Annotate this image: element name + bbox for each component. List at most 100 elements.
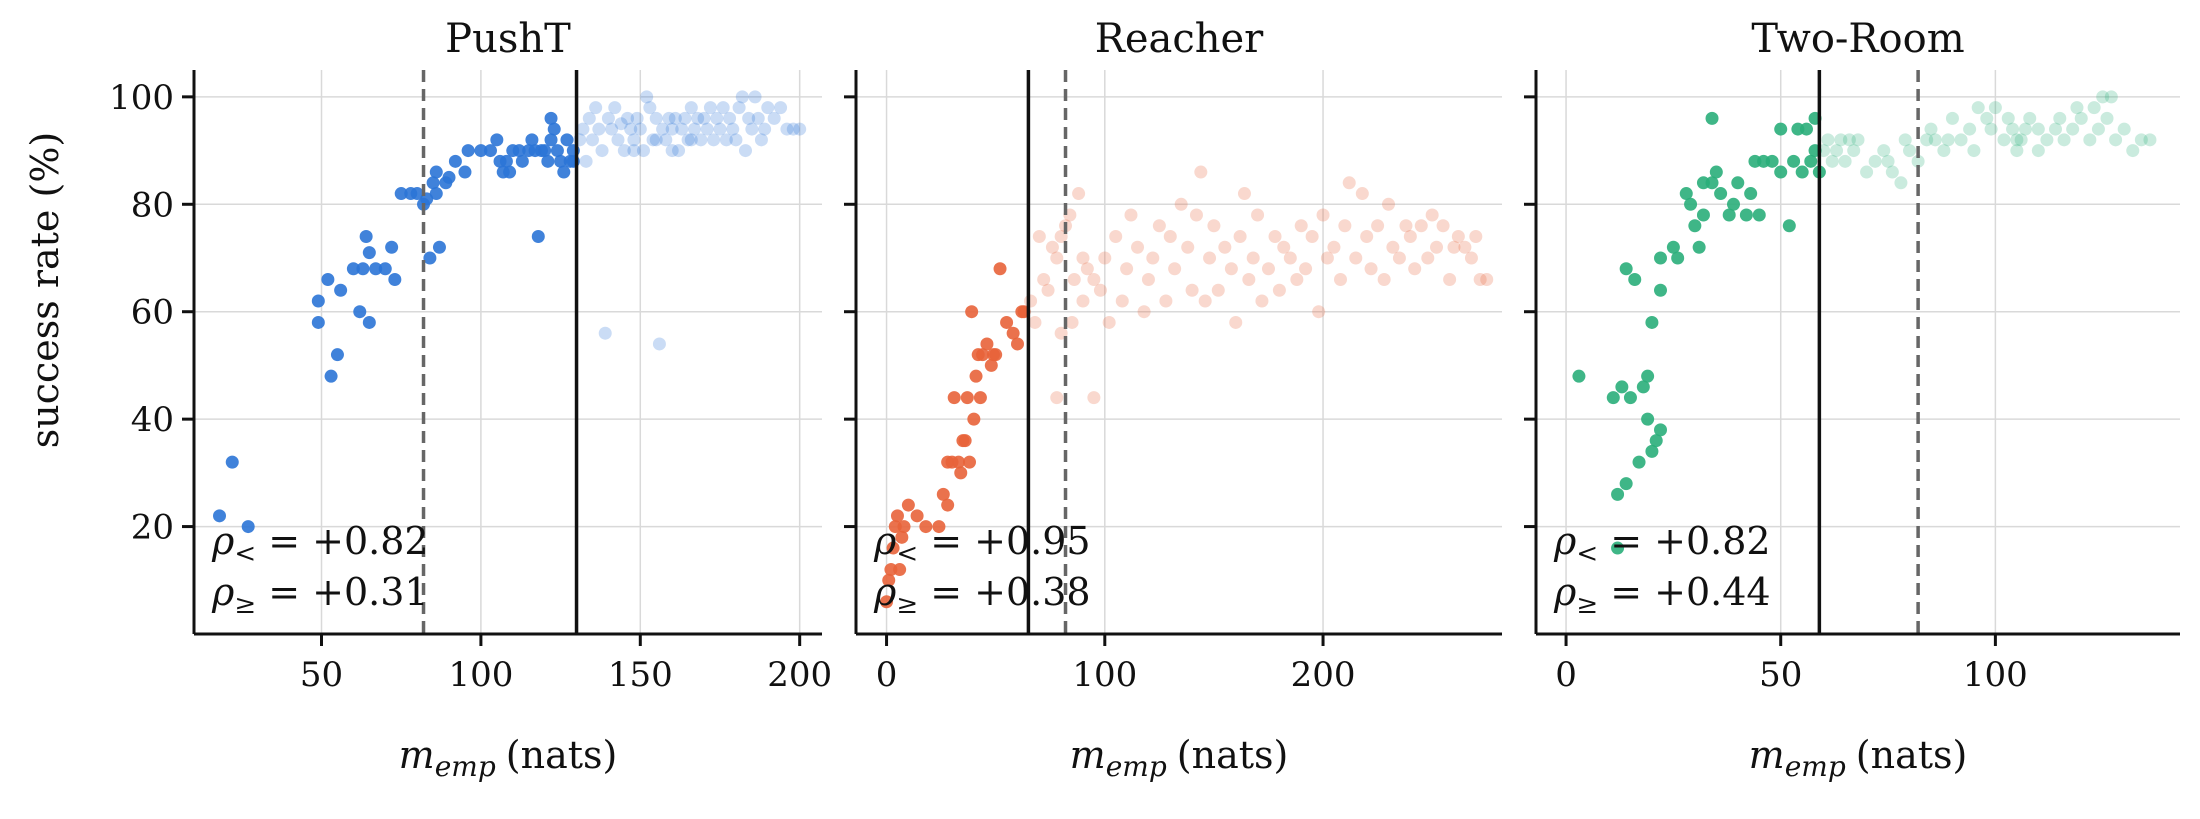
point-above [582, 111, 596, 125]
point-above [1382, 197, 1396, 211]
point-above [754, 133, 768, 147]
point-above [1131, 240, 1145, 254]
point-above [1349, 251, 1363, 265]
point-above [1911, 154, 1925, 168]
point-below [410, 187, 424, 201]
point-above [1469, 230, 1483, 244]
point-above [716, 101, 730, 115]
point-below [1799, 122, 1813, 136]
point-above [1076, 294, 1090, 308]
point-below [1744, 187, 1758, 201]
point-above [738, 144, 752, 158]
point-above [672, 144, 686, 158]
point-below [1636, 380, 1650, 394]
point-below [369, 262, 383, 276]
point-above [2143, 133, 2157, 147]
point-above [1403, 230, 1417, 244]
point-below [550, 144, 564, 158]
point-below [311, 294, 325, 308]
point-above [1941, 133, 1955, 147]
y-tick-label: 80 [131, 185, 174, 225]
point-above [1268, 230, 1282, 244]
point-below [474, 144, 488, 158]
point-above [1024, 294, 1038, 308]
x-tick-label: 0 [876, 655, 898, 695]
panel-title: Two-Room [1751, 16, 1964, 62]
panel-two-room: 0 50 100 Two-Room memp (nats) ρ< = +0.82ρ≥ = +… [1524, 16, 2180, 783]
point-above [1194, 165, 1208, 179]
point-below [458, 165, 472, 179]
point-above [729, 133, 743, 147]
x-tick-label: 150 [608, 655, 673, 695]
point-above [2010, 133, 2024, 147]
point-above [1885, 165, 1899, 179]
point-above [2057, 133, 2071, 147]
point-above [1072, 187, 1086, 201]
point-above [767, 111, 781, 125]
x-tick-label: 100 [1072, 655, 1137, 695]
point-above [589, 101, 603, 115]
point-below [362, 315, 376, 329]
point-above [1041, 283, 1055, 297]
point-above [652, 337, 666, 351]
point-above [627, 133, 641, 147]
point-below [1739, 208, 1753, 222]
point-below [1787, 154, 1801, 168]
point-above [1120, 262, 1134, 276]
point-below [1628, 272, 1642, 286]
point-above [1954, 133, 1968, 147]
point-above [1242, 272, 1256, 286]
point-below [324, 369, 338, 383]
point-below [1606, 391, 1620, 405]
point-above [719, 133, 733, 147]
point-below [321, 272, 335, 286]
x-tick-label: 0 [1555, 655, 1577, 695]
y-tick-label: 40 [131, 400, 174, 440]
point-above [1436, 219, 1450, 233]
point-above [1102, 315, 1116, 329]
point-above [1255, 294, 1269, 308]
point-above [1355, 187, 1369, 201]
point-above [1451, 230, 1465, 244]
point-above [1377, 272, 1391, 286]
point-below [1774, 165, 1788, 179]
point-above [1050, 251, 1064, 265]
point-above [643, 101, 657, 115]
point-above [1168, 262, 1182, 276]
point-above [1898, 133, 1912, 147]
point-below [1709, 165, 1723, 179]
y-tick-label: 20 [131, 508, 174, 548]
point-below [541, 154, 555, 168]
point-below [1765, 154, 1779, 168]
point-above [668, 111, 682, 125]
point-above [1067, 272, 1081, 286]
point-above [703, 101, 717, 115]
point-above [1371, 219, 1385, 233]
point-above [2040, 133, 2054, 147]
point-below [525, 133, 539, 147]
point-above [636, 144, 650, 158]
x-axis-label: memp (nats) [1749, 733, 1968, 783]
point-above [774, 101, 788, 115]
point-above [665, 144, 679, 158]
point-above [659, 133, 673, 147]
point-below [330, 348, 344, 362]
point-below [461, 144, 475, 158]
point-above [1425, 208, 1439, 222]
point-above [1414, 219, 1428, 233]
point-below [958, 434, 972, 448]
point-below [1615, 380, 1629, 394]
point-below [1654, 283, 1668, 297]
point-below [960, 391, 974, 405]
point-above [1080, 262, 1094, 276]
rho-less-annotation: ρ< = +0.82 [211, 519, 429, 569]
point-above [2126, 144, 2140, 158]
point-below [932, 520, 946, 534]
point-above [1261, 262, 1275, 276]
point-above [1842, 133, 1856, 147]
point-above [1283, 251, 1297, 265]
point-above [592, 122, 606, 136]
point-above [1233, 230, 1247, 244]
point-above [665, 122, 679, 136]
